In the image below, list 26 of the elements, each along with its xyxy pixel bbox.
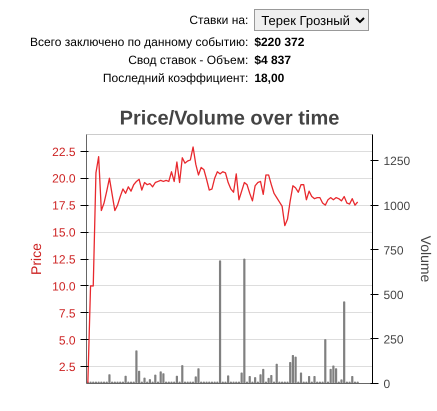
y-tick-label: 5.0 bbox=[58, 333, 76, 348]
y-tick-label: 15.0 bbox=[52, 226, 76, 240]
text: Последний коэффициент: bbox=[102, 70, 250, 87]
y2-tick-label: 1000 bbox=[384, 198, 411, 213]
y2-tick-label: 500 bbox=[384, 288, 404, 302]
y-tick-label: 17.5 bbox=[52, 198, 76, 213]
text: $220 372 bbox=[254, 35, 304, 49]
y-tick-label: 7.5 bbox=[58, 306, 76, 320]
y2-tick-label: 0 bbox=[384, 377, 390, 391]
text: Ставки на: bbox=[188, 12, 250, 29]
y-tick-label: 20.0 bbox=[52, 172, 76, 186]
y-tick-label: 12.5 bbox=[52, 252, 76, 266]
y2-tick-label: 750 bbox=[384, 243, 404, 258]
y-axis-title: Price bbox=[28, 242, 44, 275]
text: Всего заключено по данному событию: bbox=[30, 34, 250, 51]
y2-axis-title: Volume bbox=[418, 236, 434, 283]
y2-tick-label: 250 bbox=[384, 332, 404, 346]
y2-tick-label: 1250 bbox=[384, 154, 411, 168]
chart-title: Price/Volume over time bbox=[120, 108, 340, 130]
y-tick-label: 10.0 bbox=[52, 279, 76, 294]
y-tick-label: 22.5 bbox=[52, 144, 76, 159]
text: 18,00 bbox=[254, 71, 284, 85]
y-tick-label: 2.5 bbox=[58, 360, 76, 374]
text: Свод ставок - Объем: bbox=[127, 52, 250, 69]
text: Терек Грозный bbox=[254, 9, 370, 31]
text: $4 837 bbox=[254, 53, 292, 67]
